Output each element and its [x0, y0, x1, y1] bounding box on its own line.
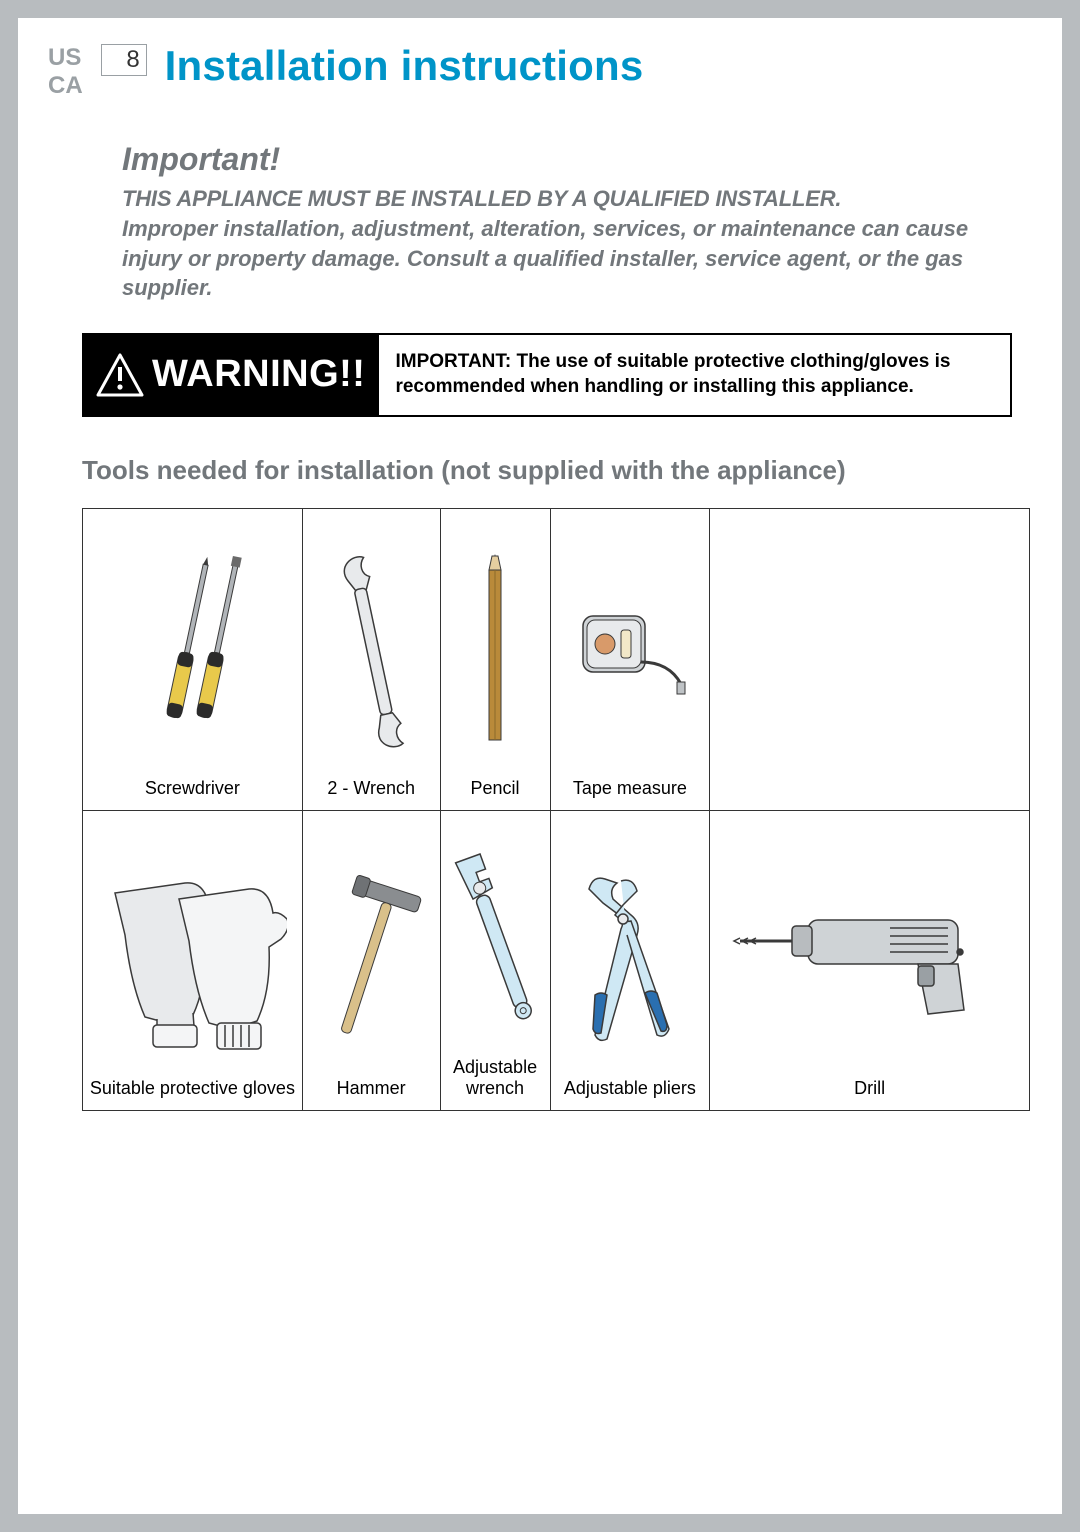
page-number: 8: [126, 46, 139, 74]
tool-cell-wrench: 2 - Wrench: [302, 508, 440, 810]
region-ca: CA: [48, 72, 83, 100]
tool-cell-drill: Drill: [710, 810, 1030, 1110]
adj-pliers-label: Adjustable pliers: [557, 1078, 704, 1100]
screwdriver-icon: [89, 550, 296, 760]
page-title: Installation instructions: [165, 42, 644, 90]
tool-cell-gloves: Suitable protective gloves: [83, 810, 303, 1110]
wrench-label: 2 - Wrench: [309, 778, 434, 800]
region-codes: US CA: [48, 42, 83, 99]
tool-cell-adj-wrench: Adjustable wrench: [440, 810, 550, 1110]
tool-cell-pliers: Adjustable pliers: [550, 810, 710, 1110]
important-heading: Important!: [122, 141, 1012, 178]
warning-callout: WARNING!! IMPORTANT: The use of suitable…: [82, 333, 1012, 417]
gloves-icon: [89, 860, 296, 1060]
gloves-label: Suitable protective gloves: [89, 1078, 296, 1100]
drill-icon: [716, 860, 1023, 1060]
tool-cell-hammer: Hammer: [302, 810, 440, 1110]
adj-wrench-label: Adjustable wrench: [447, 1057, 544, 1100]
warning-triangle-icon: [96, 353, 144, 397]
tools-heading: Tools needed for installation (not suppl…: [82, 455, 1012, 486]
important-block: Important! THIS APPLIANCE MUST BE INSTAL…: [122, 141, 1012, 303]
warning-badge: WARNING!!: [84, 335, 379, 415]
manual-page: US CA 8 Installation instructions Import…: [18, 18, 1062, 1514]
warning-label: WARNING!!: [152, 353, 365, 396]
adjustable-wrench-icon: [447, 839, 544, 1039]
page-header: US CA 8 Installation instructions: [48, 42, 1012, 99]
adjustable-pliers-icon: [557, 860, 704, 1060]
tape-label: Tape measure: [557, 778, 704, 800]
pencil-icon: [447, 550, 544, 760]
tool-cell-pencil: Pencil: [440, 508, 550, 810]
pencil-label: Pencil: [447, 778, 544, 800]
screwdriver-label: Screwdriver: [89, 778, 296, 800]
tool-cell-tape: Tape measure: [550, 508, 710, 810]
wrench-icon: [309, 550, 434, 760]
region-us: US: [48, 44, 83, 72]
warning-text: IMPORTANT: The use of suitable protectiv…: [379, 335, 1010, 415]
tools-table: Screwdriver 2 - Wrench: [82, 508, 1030, 1111]
hammer-icon: [309, 860, 434, 1060]
tape-measure-icon: [557, 550, 704, 760]
tool-cell-empty: [710, 508, 1030, 810]
drill-label: Drill: [716, 1078, 1023, 1100]
tool-cell-screwdriver: Screwdriver: [83, 508, 303, 810]
page-number-box: 8: [101, 44, 147, 76]
important-line-1: THIS APPLIANCE MUST BE INSTALLED BY A QU…: [122, 184, 1012, 214]
important-line-2: Improper installation, adjustment, alter…: [122, 214, 1012, 303]
hammer-label: Hammer: [309, 1078, 434, 1100]
